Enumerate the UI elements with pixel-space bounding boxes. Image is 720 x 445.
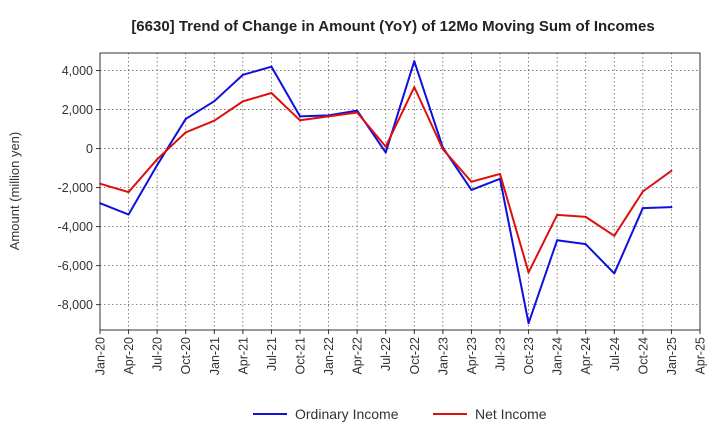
data-point	[356, 111, 359, 114]
data-point	[184, 131, 187, 134]
legend: Ordinary Income Net Income	[253, 406, 547, 422]
y-tick-label: 2,000	[62, 103, 93, 117]
x-tick-labels: Jan-20 Apr-20 Jul-20 Oct-20 Jan-21 Apr-21 Jul-…	[94, 330, 708, 375]
data-point	[556, 213, 559, 216]
x-tick-label: Apr-21	[236, 337, 250, 375]
data-point	[670, 206, 673, 209]
x-tick-label: Jan-23	[436, 337, 450, 375]
x-tick-label: Jul-21	[265, 337, 279, 371]
x-tick-label: Jan-20	[94, 337, 108, 375]
x-tick-label: Jul-20	[151, 337, 165, 371]
series-line-0	[99, 60, 672, 325]
y-tick-label: 0	[86, 142, 93, 156]
y-tick-label: -8,000	[58, 298, 93, 312]
data-point	[156, 158, 159, 161]
data-point	[299, 119, 301, 122]
y-tick-label: -4,000	[58, 220, 93, 234]
data-point	[641, 190, 644, 193]
x-tick-label: Oct-20	[179, 337, 193, 375]
data-point	[641, 207, 644, 210]
data-point	[213, 100, 216, 103]
data-point	[184, 117, 187, 120]
data-point	[470, 180, 473, 183]
series-lines	[99, 60, 673, 325]
x-tick-label: Oct-24	[636, 337, 650, 375]
x-tick-label: Jul-22	[379, 337, 393, 371]
data-point	[327, 115, 330, 118]
data-point	[99, 182, 101, 185]
data-point	[384, 151, 387, 154]
x-tick-label: Apr-20	[122, 337, 136, 375]
data-point	[127, 191, 130, 194]
x-tick-label: Apr-24	[579, 337, 593, 375]
x-tick-label: Oct-22	[408, 337, 422, 375]
x-tick-label: Jan-24	[551, 337, 565, 375]
x-tick-label: Oct-23	[522, 337, 536, 375]
data-point	[613, 234, 616, 237]
data-point	[527, 271, 530, 274]
data-point	[241, 100, 244, 103]
x-tick-label: Oct-21	[294, 337, 308, 375]
x-tick-label: Apr-22	[351, 337, 365, 375]
data-point	[613, 272, 616, 275]
x-tick-label: Jul-23	[494, 337, 508, 371]
data-point	[499, 172, 501, 175]
legend-label: Net Income	[475, 406, 547, 422]
data-point	[299, 115, 301, 118]
data-point	[213, 119, 216, 122]
x-tick-label: Jan-21	[208, 337, 222, 375]
plot-frame	[99, 52, 701, 331]
data-point	[413, 86, 416, 89]
grid	[100, 53, 700, 330]
data-point	[584, 215, 587, 218]
y-tick-labels: 4,000 2,000 0 -2,000 -4,000 -6,000 -8,000	[58, 64, 100, 312]
data-point	[670, 169, 673, 172]
x-tick-label: Jan-22	[322, 337, 336, 375]
data-point	[413, 60, 416, 63]
data-point	[470, 188, 473, 191]
data-point	[556, 239, 559, 242]
data-point	[584, 243, 587, 246]
data-point	[270, 91, 273, 94]
y-tick-label: -6,000	[58, 259, 93, 273]
data-point	[441, 148, 444, 151]
x-tick-label: Apr-25	[694, 337, 708, 375]
x-tick-label: Jul-24	[608, 337, 622, 371]
y-tick-label: -2,000	[58, 181, 93, 195]
data-point	[384, 145, 387, 148]
x-tick-label: Apr-23	[465, 337, 479, 375]
data-point	[356, 109, 359, 112]
data-point	[99, 202, 101, 205]
x-tick-label: Jan-25	[665, 337, 679, 375]
data-point	[241, 73, 244, 76]
chart-title: [6630] Trend of Change in Amount (YoY) o…	[131, 18, 654, 35]
legend-label: Ordinary Income	[295, 406, 399, 422]
data-point	[527, 322, 530, 325]
y-axis-label: Amount (million yen)	[7, 132, 22, 251]
y-tick-label: 4,000	[62, 64, 93, 78]
data-point	[127, 213, 130, 216]
data-point	[270, 65, 273, 68]
data-point	[156, 164, 159, 167]
